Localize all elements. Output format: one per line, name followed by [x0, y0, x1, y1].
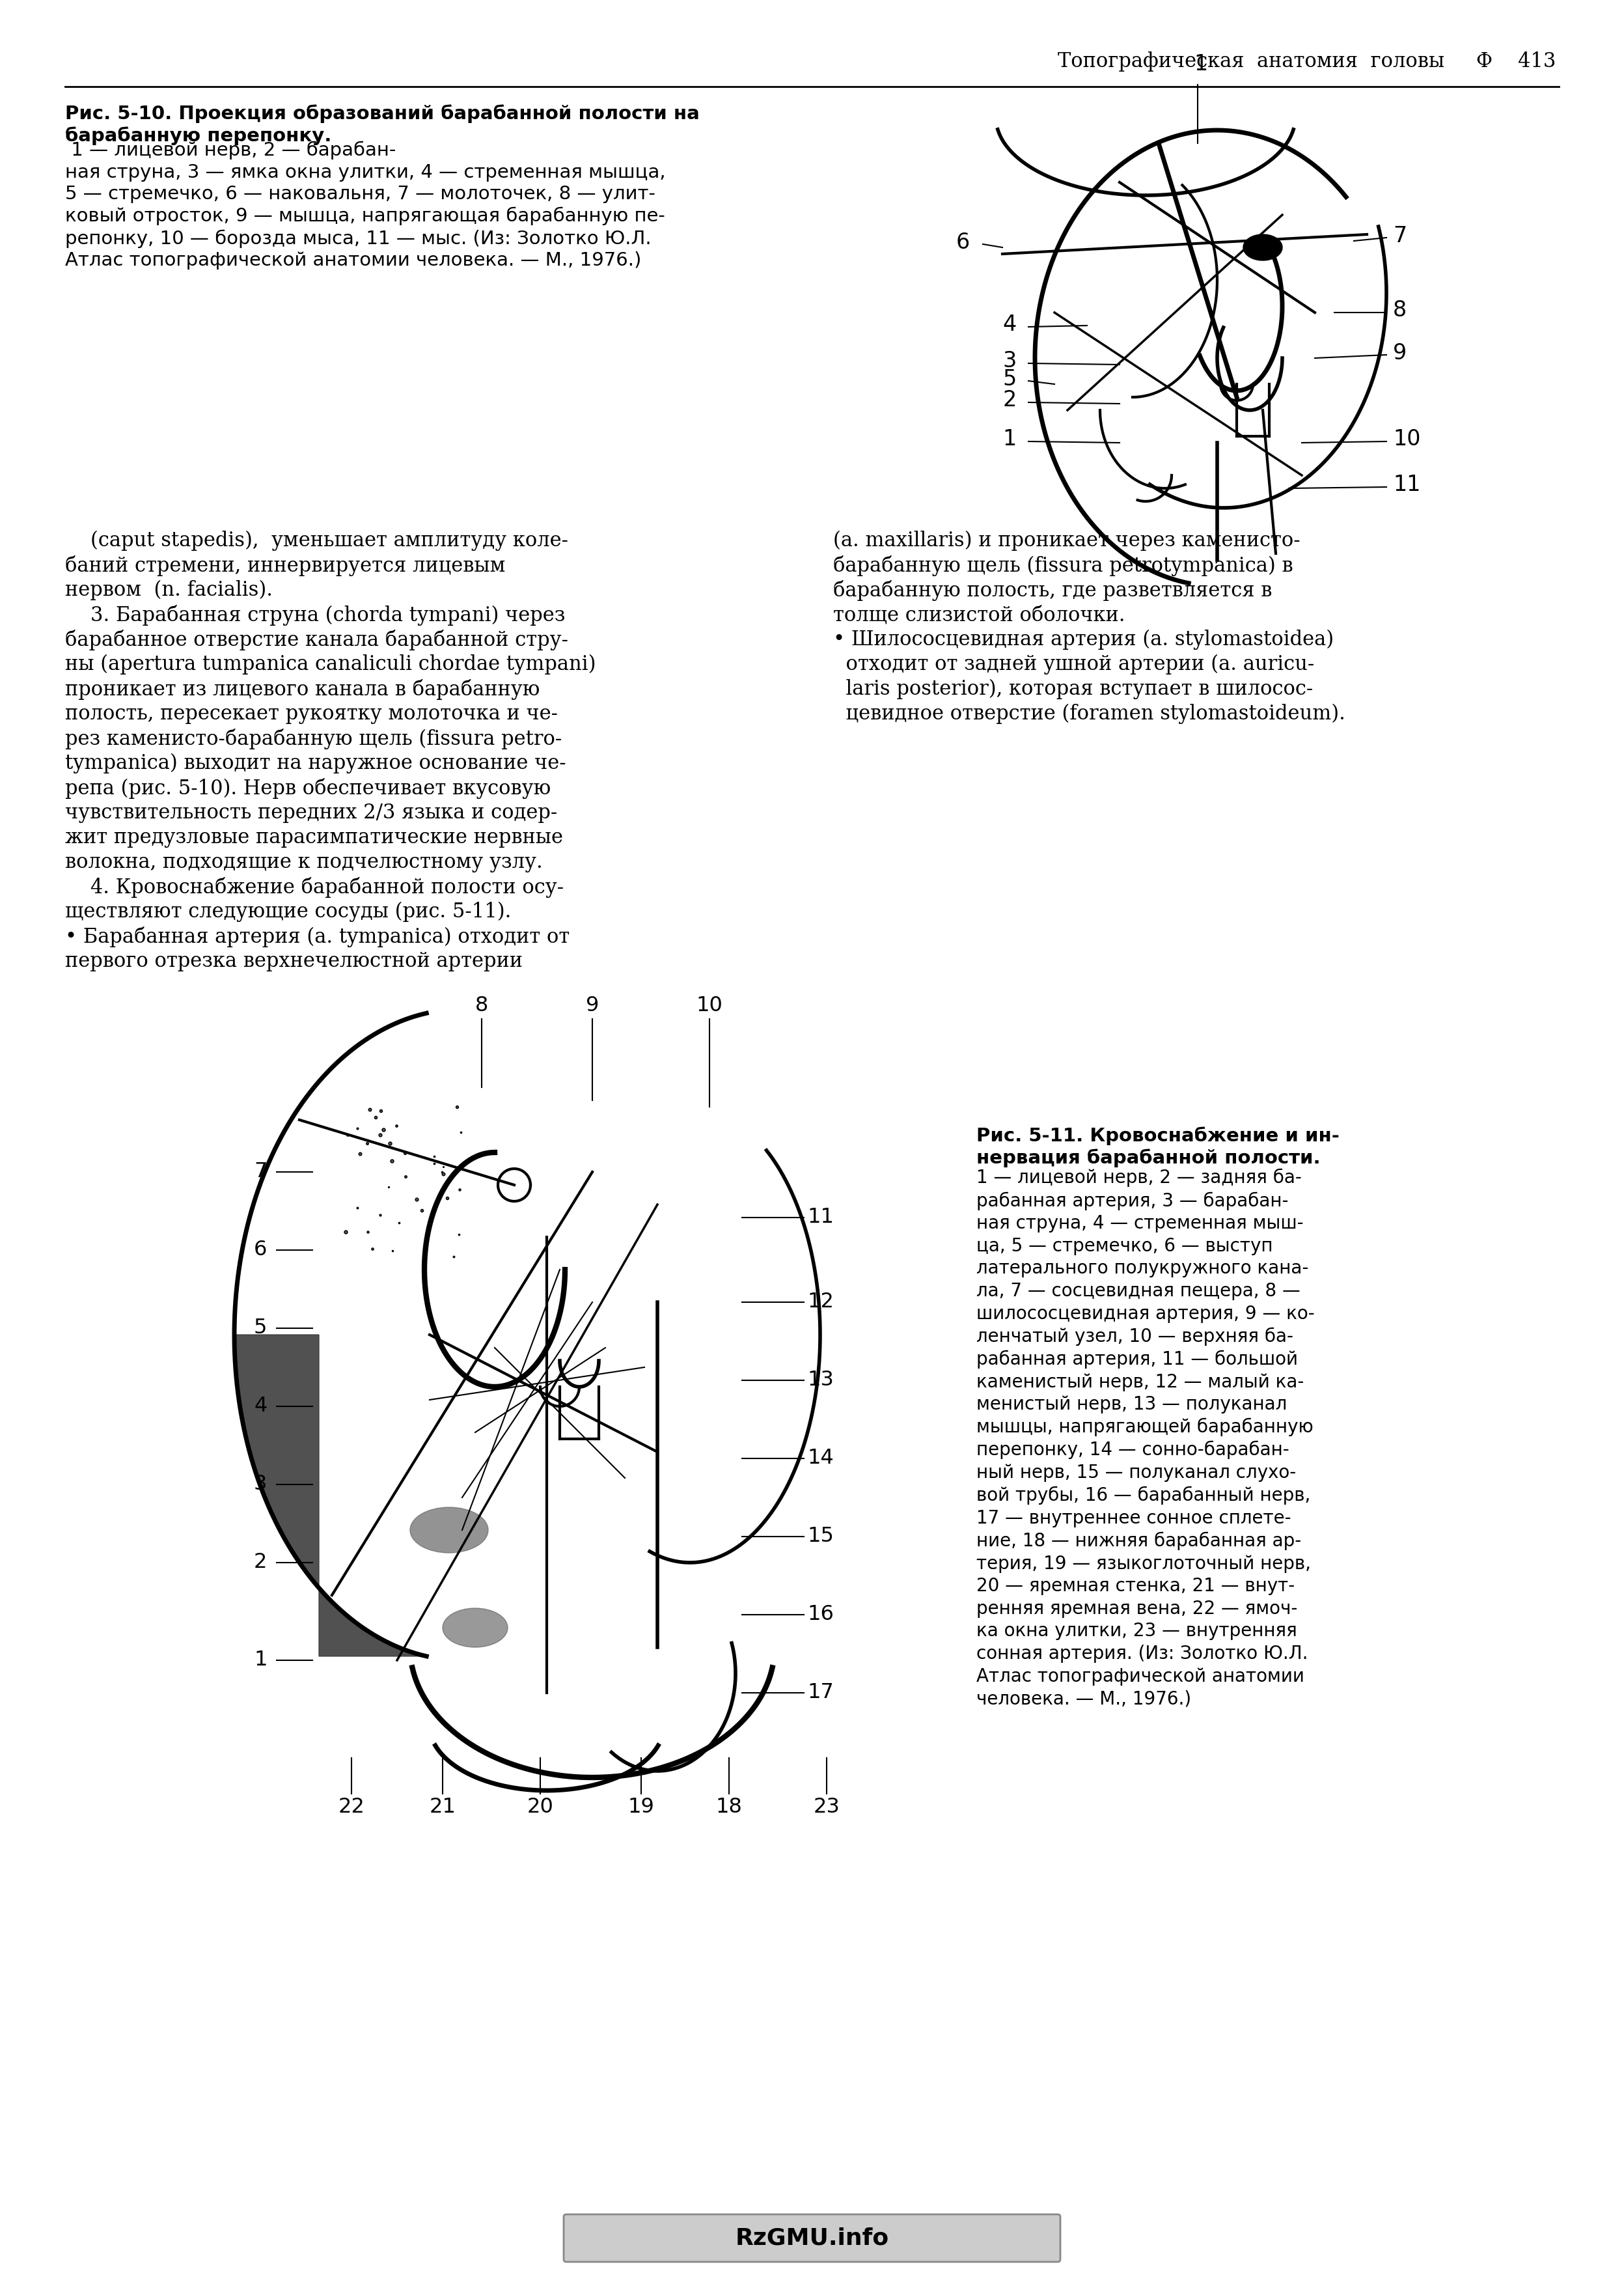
Text: 7: 7: [253, 1163, 266, 1183]
Text: 1 — лицевой нерв, 2 — барабан-
ная струна, 3 — ямка окна улитки, 4 — стременная : 1 — лицевой нерв, 2 — барабан- ная струн…: [65, 142, 666, 270]
Text: Топографическая  анатомия  головы     Ф    413: Топографическая анатомия головы Ф 413: [1057, 53, 1556, 71]
Text: 4: 4: [1004, 315, 1017, 336]
Text: 10: 10: [1393, 429, 1421, 450]
Text: 3: 3: [253, 1475, 266, 1494]
Text: 6: 6: [253, 1240, 266, 1261]
Text: (caput stapedis),  уменьшает амплитуду коле-: (caput stapedis), уменьшает амплитуду ко…: [65, 530, 568, 550]
Text: жит предузловые парасимпатические нервные: жит предузловые парасимпатические нервны…: [65, 827, 564, 847]
Text: 8: 8: [1393, 299, 1406, 322]
Text: рез каменисто-барабанную щель (fissura petro-: рез каменисто-барабанную щель (fissura p…: [65, 729, 562, 749]
Text: 10: 10: [697, 996, 723, 1016]
Text: 1: 1: [253, 1649, 268, 1670]
Text: толще слизистой оболочки.: толще слизистой оболочки.: [833, 605, 1125, 626]
Text: 1 — лицевой нерв, 2 — задняя ба-
рабанная артерия, 3 — барабан-
ная струна, 4 — : 1 — лицевой нерв, 2 — задняя ба- рабанна…: [976, 1169, 1315, 1708]
Text: 9: 9: [1393, 343, 1406, 363]
Text: 7: 7: [1393, 224, 1406, 247]
Text: 6: 6: [957, 231, 970, 254]
Ellipse shape: [443, 1608, 508, 1647]
Text: 4: 4: [253, 1396, 266, 1416]
Text: 14: 14: [807, 1448, 833, 1469]
Text: 4. Кровоснабжение барабанной полости осу-: 4. Кровоснабжение барабанной полости осу…: [65, 877, 564, 898]
Polygon shape: [1244, 235, 1283, 260]
Text: нервом  (n. facialis).: нервом (n. facialis).: [65, 580, 273, 601]
Text: цевидное отверстие (foramen stylomastoideum).: цевидное отверстие (foramen stylomastoid…: [833, 703, 1345, 724]
Text: волокна, подходящие к подчелюстному узлу.: волокна, подходящие к подчелюстному узлу…: [65, 852, 542, 872]
Polygon shape: [234, 1334, 427, 1656]
Text: 19: 19: [628, 1798, 654, 1818]
Text: 1: 1: [1004, 429, 1017, 450]
Text: 2: 2: [1002, 391, 1017, 411]
Text: ществляют следующие сосуды (рис. 5-11).: ществляют следующие сосуды (рис. 5-11).: [65, 902, 512, 923]
Ellipse shape: [411, 1507, 489, 1553]
Text: 22: 22: [338, 1798, 365, 1818]
Text: 20: 20: [526, 1798, 554, 1818]
Text: 8: 8: [476, 996, 489, 1016]
FancyBboxPatch shape: [564, 2213, 1060, 2261]
Text: 23: 23: [814, 1798, 840, 1818]
Text: • Шилососцевидная артерия (a. stylomastoidea): • Шилососцевидная артерия (a. stylomasto…: [833, 630, 1333, 651]
Text: 18: 18: [716, 1798, 742, 1818]
Text: 13: 13: [807, 1370, 833, 1391]
Text: чувствительность передних 2/3 языка и содер-: чувствительность передних 2/3 языка и со…: [65, 802, 557, 822]
Text: баний стремени, иннервируется лицевым: баний стремени, иннервируется лицевым: [65, 555, 505, 576]
Text: первого отрезка верхнечелюстной артерии: первого отрезка верхнечелюстной артерии: [65, 950, 523, 971]
Text: (a. maxillaris) и проникает через каменисто-: (a. maxillaris) и проникает через камени…: [833, 530, 1301, 550]
Text: 1: 1: [1194, 53, 1208, 75]
Text: 5: 5: [1004, 368, 1017, 391]
Text: RzGMU.info: RzGMU.info: [736, 2227, 888, 2250]
Text: laris posterior), которая вступает в шилосос-: laris posterior), которая вступает в шил…: [833, 678, 1314, 699]
Text: Рис. 5-10. Проекция образований барабанной полости на
барабанную перепонку.: Рис. 5-10. Проекция образований барабанн…: [65, 105, 700, 146]
Text: 21: 21: [429, 1798, 456, 1818]
Text: барабанное отверстие канала барабанной стру-: барабанное отверстие канала барабанной с…: [65, 630, 568, 651]
Text: барабанную полость, где разветвляется в: барабанную полость, где разветвляется в: [833, 580, 1272, 601]
Text: Рис. 5-11. Кровоснабжение и ин-
нервация барабанной полости.: Рис. 5-11. Кровоснабжение и ин- нервация…: [976, 1126, 1340, 1167]
Text: полость, пересекает рукоятку молоточка и че-: полость, пересекает рукоятку молоточка и…: [65, 703, 557, 724]
Text: 3. Барабанная струна (chorda tympani) через: 3. Барабанная струна (chorda tympani) че…: [65, 605, 565, 626]
Text: 11: 11: [807, 1208, 833, 1227]
Text: барабанную щель (fissura petrotympanica) в: барабанную щель (fissura petrotympanica)…: [833, 555, 1293, 576]
Text: 16: 16: [807, 1606, 833, 1624]
Text: репа (рис. 5-10). Нерв обеспечивает вкусовую: репа (рис. 5-10). Нерв обеспечивает вкус…: [65, 779, 551, 799]
Text: 5: 5: [253, 1318, 266, 1338]
Text: проникает из лицевого канала в барабанную: проникает из лицевого канала в барабанну…: [65, 678, 539, 699]
Text: 2: 2: [253, 1553, 268, 1574]
Text: 12: 12: [807, 1293, 833, 1313]
Text: 15: 15: [807, 1526, 833, 1546]
Text: 3: 3: [1004, 352, 1017, 372]
Text: tympanica) выходит на наружное основание че-: tympanica) выходит на наружное основание…: [65, 754, 567, 774]
Text: ны (apertura tumpanica canaliculi chordae tympani): ны (apertura tumpanica canaliculi chorda…: [65, 653, 596, 674]
Text: отходит от задней ушной артерии (a. auricu-: отходит от задней ушной артерии (a. auri…: [833, 653, 1314, 674]
Text: 17: 17: [807, 1683, 833, 1704]
Text: 9: 9: [586, 996, 599, 1016]
Text: 11: 11: [1393, 475, 1421, 496]
Text: • Барабанная артерия (a. tympanica) отходит от: • Барабанная артерия (a. tympanica) отхо…: [65, 927, 570, 948]
